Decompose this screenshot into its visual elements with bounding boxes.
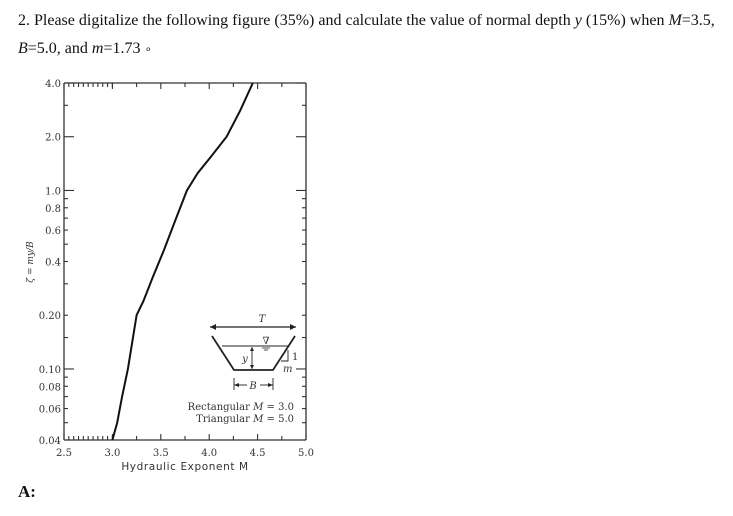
svg-text:4.5: 4.5	[250, 448, 266, 459]
svg-text:4.0: 4.0	[201, 448, 217, 459]
question-line-2: B=5.0, and m=1.73 ∘	[18, 40, 152, 58]
question-text: 2. Please digitalize the following figur…	[18, 12, 575, 29]
channel-diagram: T y ∇ 1 m B Rectangular M = 3.0 Triangul…	[188, 314, 299, 425]
label-slope-m: m	[283, 364, 292, 375]
note-rectangular: Rectangular M = 3.0	[188, 402, 294, 413]
y-axis-title: ζ = my/B	[26, 241, 36, 283]
svg-text:5.0: 5.0	[298, 448, 314, 459]
label-y: y	[241, 354, 248, 365]
axis-ticks	[63, 82, 307, 441]
svg-text:0.04: 0.04	[39, 436, 61, 447]
question-text: (15%) when	[581, 12, 669, 29]
plot-frame	[63, 82, 307, 441]
svg-text:0.08: 0.08	[39, 382, 61, 393]
question-text: =5.0, and	[27, 40, 92, 57]
svg-text:3.0: 3.0	[104, 448, 120, 459]
svg-text:1.0: 1.0	[45, 186, 61, 197]
axis-tick-labels: 0.04 0.06 0.08 0.10 0.20 0.4 0.6 0.8 1.0 2.0 4.0 2.…	[39, 79, 314, 459]
question-text: =3.5,	[681, 12, 715, 29]
question-line-1: 2. Please digitalize the following figur…	[18, 12, 715, 30]
svg-text:0.4: 0.4	[45, 258, 61, 269]
svg-text:2.0: 2.0	[45, 133, 61, 144]
label-B: B	[248, 381, 256, 392]
var-B: B	[18, 40, 28, 57]
var-y: y	[574, 12, 582, 29]
question-text: =1.73	[103, 40, 141, 57]
label-slope-1: 1	[292, 352, 298, 363]
var-M: M	[668, 12, 682, 29]
var-m: m	[91, 40, 104, 57]
svg-text:3.5: 3.5	[153, 448, 169, 459]
svg-text:0.20: 0.20	[39, 311, 61, 322]
svg-text:0.6: 0.6	[45, 226, 61, 237]
svg-text:4.0: 4.0	[45, 79, 61, 90]
water-surface-icon: ∇	[263, 336, 270, 347]
svg-text:0.06: 0.06	[39, 405, 61, 416]
x-axis-title: Hydraulic Exponent M	[121, 461, 248, 473]
label-T: T	[259, 314, 267, 325]
answer-label: A:	[18, 482, 36, 501]
svg-text:0.8: 0.8	[45, 204, 61, 215]
note-triangular: Triangular M = 5.0	[196, 414, 294, 425]
bullet-dot: ∘	[144, 42, 153, 56]
svg-text:2.5: 2.5	[56, 448, 72, 459]
data-curve	[111, 82, 254, 441]
svg-text:0.10: 0.10	[39, 365, 61, 376]
